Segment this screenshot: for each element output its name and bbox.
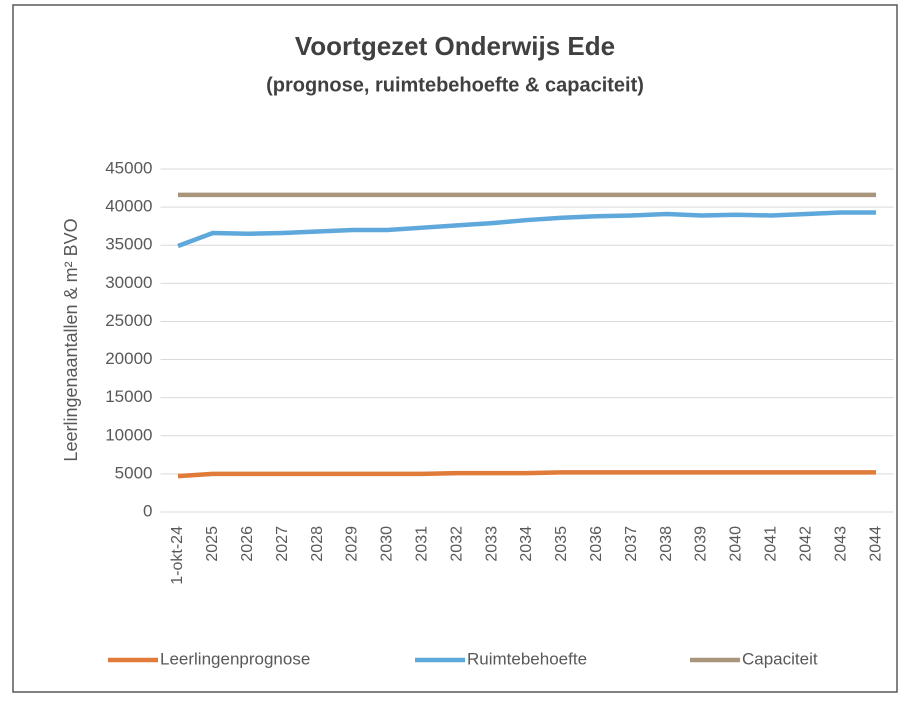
y-tick-label: 15000 [105,387,152,406]
x-tick-label: 2032 [448,526,465,562]
x-tick-label: 2043 [832,526,849,562]
x-tick-label: 2034 [518,526,535,562]
chart-border [12,4,898,693]
chart-title: Voortgezet Onderwijs Ede [295,31,615,61]
y-tick-label: 20000 [105,349,152,368]
y-tick-label: 5000 [115,463,153,482]
y-tick-label: 10000 [105,425,152,444]
x-tick-label: 2039 [693,526,710,562]
x-tick-label: 2030 [379,526,396,562]
y-tick-label: 0 [143,501,152,520]
x-tick-label: 2040 [728,526,745,562]
x-tick-label: 2036 [588,526,605,562]
chart-subtitle: (prognose, ruimtebehoefte & capaciteit) [266,74,644,96]
x-tick-label: 2038 [658,526,675,562]
x-tick-label: 2031 [414,526,431,562]
y-axis-title: Leerlingenaantallen & m² BVO [61,218,81,461]
y-tick-label: 35000 [105,235,152,254]
legend-label: Ruimtebehoefte [467,649,587,668]
x-tick-label: 2044 [867,526,884,562]
x-tick-label: 2028 [309,526,326,562]
y-tick-label: 40000 [105,197,152,216]
x-tick-label: 2026 [239,526,256,562]
x-tick-label: 2042 [797,526,814,562]
x-tick-label: 2029 [344,526,361,562]
x-tick-label: 2035 [553,526,570,562]
x-tick-label: 2025 [204,526,221,562]
legend-label: Leerlingenprognose [160,649,310,668]
x-tick-label: 2041 [763,526,780,562]
x-tick-label: 1-okt-24 [169,526,186,585]
x-tick-label: 2033 [483,526,500,562]
legend-label: Capaciteit [742,649,818,668]
x-tick-label: 2037 [623,526,640,562]
y-tick-label: 25000 [105,311,152,330]
series-line [177,470,877,479]
y-tick-label: 30000 [105,273,152,292]
x-tick-label: 2027 [274,526,291,562]
y-tick-label: 45000 [105,158,152,177]
series-line [177,210,877,249]
